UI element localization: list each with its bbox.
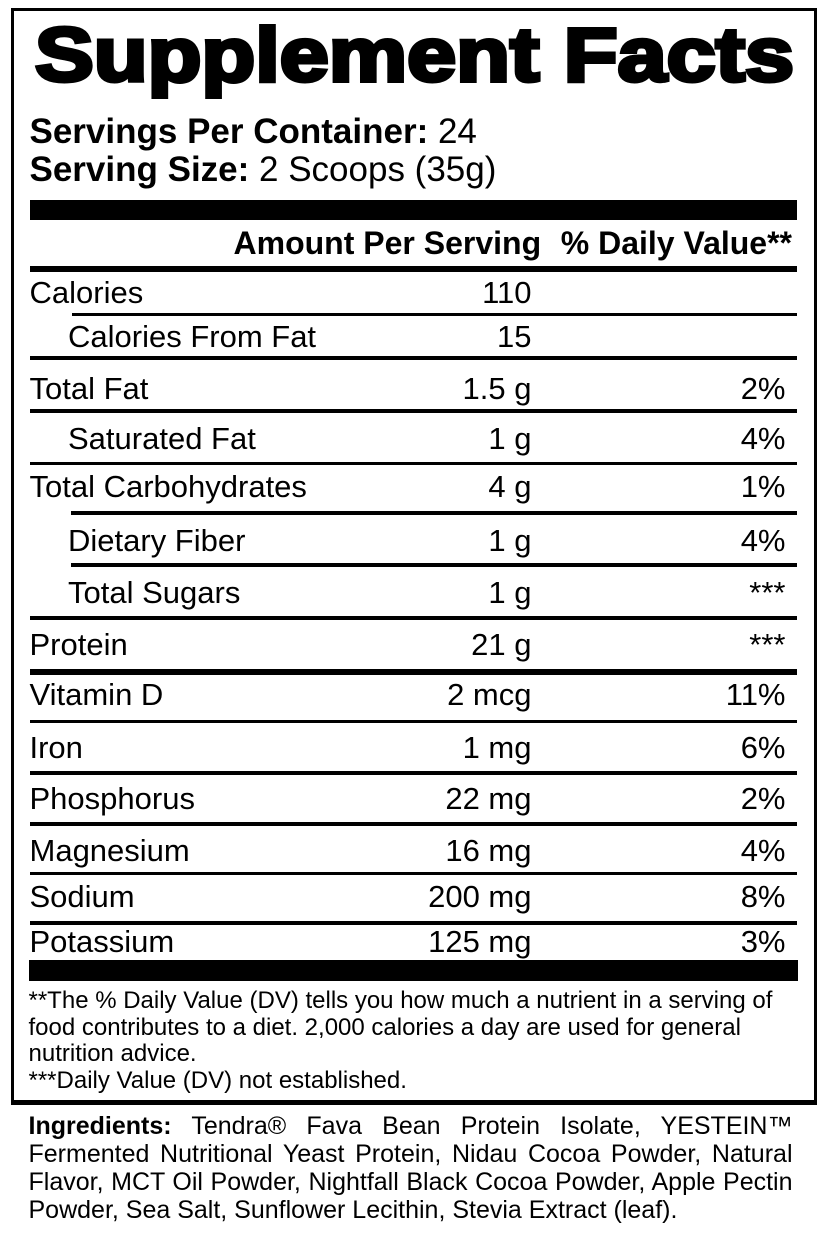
svg-text:Supplement Facts: Supplement Facts bbox=[35, 13, 794, 98]
